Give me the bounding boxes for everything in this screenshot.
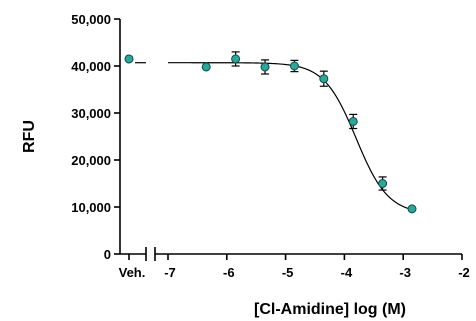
x-tick-label: -5 xyxy=(282,265,294,280)
axes xyxy=(119,19,462,261)
x-tick-label: -6 xyxy=(223,265,235,280)
y-tick-label: 10,000 xyxy=(71,200,111,215)
y-tick-label: 50,000 xyxy=(71,12,111,27)
x-axis-ticks: -7 -6 -5 -4 -3 -2 Veh. xyxy=(119,254,470,280)
fit-curve-group xyxy=(135,62,413,211)
x-tick-label: -2 xyxy=(458,265,470,280)
x-tick-label: -4 xyxy=(341,265,353,280)
y-tick-label: 30,000 xyxy=(71,106,111,121)
data-point xyxy=(348,116,358,126)
data-point xyxy=(289,61,299,71)
data-point xyxy=(407,204,417,214)
data-points xyxy=(124,51,417,214)
data-point xyxy=(231,54,241,64)
x-tick-label-vehicle: Veh. xyxy=(119,265,146,280)
y-axis-ticks: 0 10,000 20,000 30,000 40,000 50,000 xyxy=(71,12,120,262)
y-tick-label: 40,000 xyxy=(71,59,111,74)
y-axis-title: RFU xyxy=(21,120,38,153)
data-point-vehicle xyxy=(124,54,134,64)
x-tick-label: -3 xyxy=(399,265,411,280)
data-point xyxy=(378,179,388,188)
x-axis-title: [Cl-Amidine] log (M) xyxy=(254,301,406,318)
data-point xyxy=(319,74,329,84)
y-tick-label: 0 xyxy=(104,247,111,262)
data-point xyxy=(201,62,211,72)
fit-curve xyxy=(168,62,413,211)
data-point xyxy=(260,62,270,72)
y-tick-label: 20,000 xyxy=(71,153,111,168)
x-tick-label: -7 xyxy=(164,265,176,280)
